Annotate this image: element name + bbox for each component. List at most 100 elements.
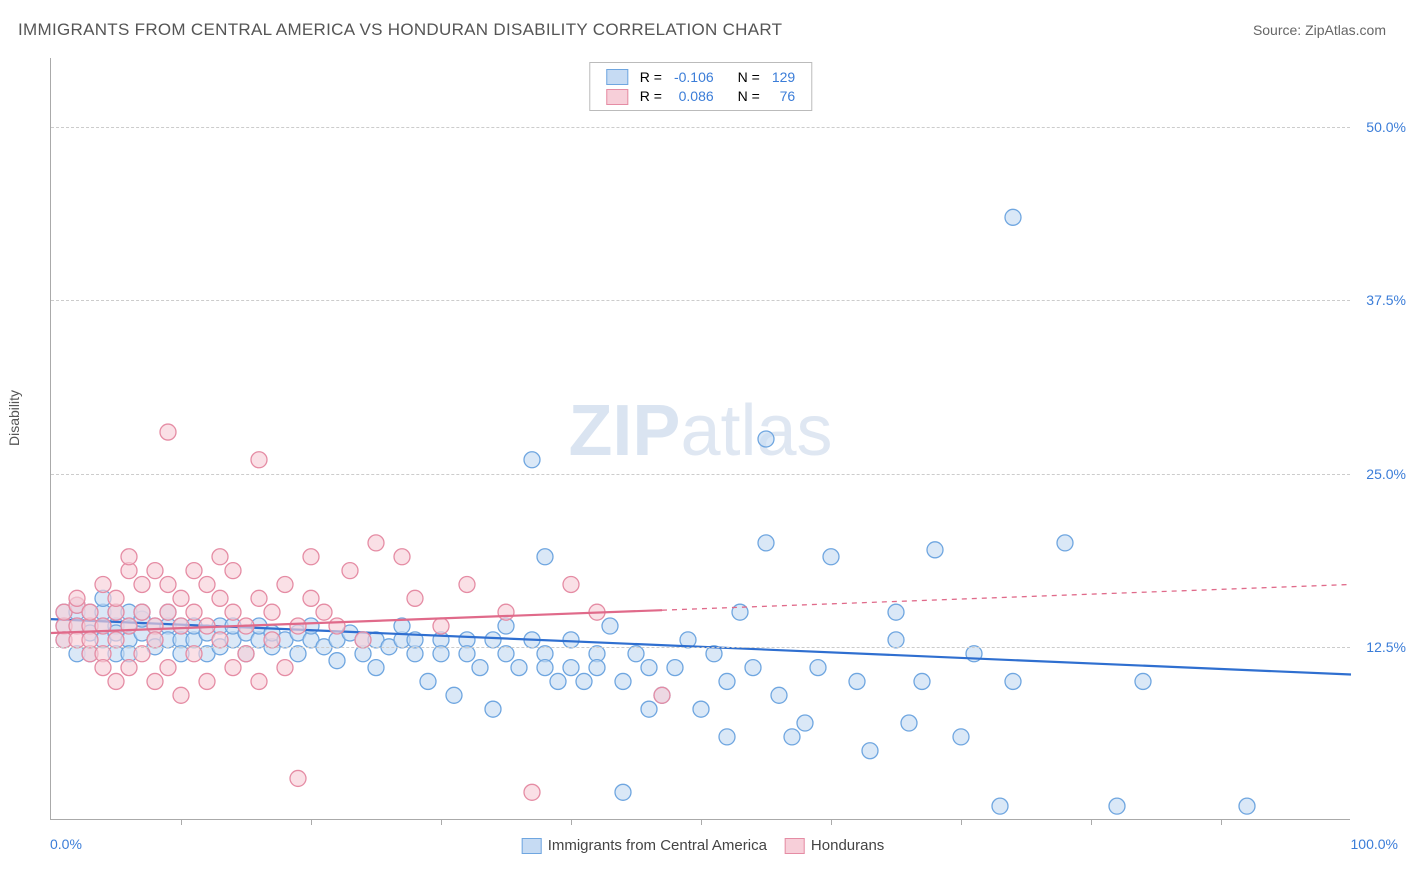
data-point-hondurans [225,563,241,579]
data-point-hondurans [173,618,189,634]
y-tick-label: 25.0% [1366,466,1406,482]
x-tickmark [831,819,832,825]
gridline [51,474,1350,475]
data-point-hondurans [342,563,358,579]
data-point-hondurans [160,660,176,676]
data-point-central_america [888,632,904,648]
data-point-central_america [290,646,306,662]
data-point-hondurans [251,590,267,606]
data-point-central_america [498,646,514,662]
data-point-central_america [459,646,475,662]
data-point-hondurans [173,590,189,606]
data-point-hondurans [524,784,540,800]
data-point-central_america [563,632,579,648]
x-tickmark [311,819,312,825]
legend-item-hondurans: Hondurans [767,837,884,854]
data-point-hondurans [498,604,514,620]
source-name: ZipAtlas.com [1305,22,1386,38]
data-point-central_america [849,673,865,689]
x-tickmark [571,819,572,825]
data-point-hondurans [433,618,449,634]
data-point-central_america [615,784,631,800]
data-point-central_america [927,542,943,558]
x-tickmark [1221,819,1222,825]
data-point-hondurans [160,604,176,620]
data-point-hondurans [316,604,332,620]
data-point-central_america [485,632,501,648]
series-legend: Immigrants from Central AmericaHondurans [522,837,885,854]
x-tickmark [441,819,442,825]
data-point-hondurans [173,687,189,703]
stat-N-label: N = [732,67,766,86]
data-point-hondurans [186,604,202,620]
stats-legend: R =-0.106N =129R =0.086N =76 [589,62,812,111]
data-point-central_america [810,660,826,676]
data-point-hondurans [134,576,150,592]
data-point-central_america [771,687,787,703]
stat-R-value: -0.106 [668,67,720,86]
data-point-central_america [537,660,553,676]
stat-R-label: R = [634,67,668,86]
legend-label: Immigrants from Central America [548,837,767,854]
data-point-hondurans [277,660,293,676]
data-point-hondurans [82,632,98,648]
data-point-central_america [472,660,488,676]
stat-N-label: N = [732,86,766,105]
data-point-hondurans [108,632,124,648]
data-point-hondurans [212,590,228,606]
data-point-hondurans [147,563,163,579]
data-point-central_america [563,660,579,676]
stat-N-value: 129 [766,67,801,86]
data-point-hondurans [238,646,254,662]
data-point-hondurans [121,618,137,634]
data-point-hondurans [264,632,280,648]
data-point-hondurans [95,576,111,592]
data-point-central_america [1135,673,1151,689]
data-point-central_america [628,646,644,662]
gridline [51,127,1350,128]
data-point-central_america [901,715,917,731]
data-point-central_america [953,729,969,745]
data-point-hondurans [225,660,241,676]
data-point-hondurans [251,673,267,689]
trend-line-dashed-hondurans [662,584,1351,610]
data-point-hondurans [212,632,228,648]
data-point-central_america [758,535,774,551]
data-point-central_america [992,798,1008,814]
data-point-central_america [420,673,436,689]
data-point-central_america [862,743,878,759]
stats-row-hondurans: R =0.086N =76 [600,86,801,105]
data-point-central_america [550,673,566,689]
swatch-central_america [606,69,628,85]
data-point-hondurans [95,660,111,676]
stat-R-value: 0.086 [668,86,720,105]
chart-svg [51,58,1350,819]
data-point-central_america [589,660,605,676]
data-point-hondurans [82,604,98,620]
data-point-central_america [667,660,683,676]
data-point-hondurans [459,576,475,592]
data-point-central_america [719,729,735,745]
data-point-central_america [758,431,774,447]
data-point-central_america [576,673,592,689]
data-point-hondurans [147,632,163,648]
data-point-central_america [797,715,813,731]
data-point-hondurans [563,576,579,592]
data-point-hondurans [277,576,293,592]
y-axis-label: Disability [6,390,22,446]
data-point-central_america [524,452,540,468]
data-point-hondurans [290,770,306,786]
x-tick-min: 0.0% [50,836,82,852]
data-point-central_america [1005,673,1021,689]
data-point-central_america [823,549,839,565]
data-point-hondurans [368,535,384,551]
data-point-central_america [641,701,657,717]
data-point-hondurans [290,618,306,634]
data-point-central_america [368,660,384,676]
stat-N-value: 76 [766,86,801,105]
data-point-hondurans [199,673,215,689]
data-point-hondurans [355,632,371,648]
data-point-hondurans [134,646,150,662]
data-point-central_america [745,660,761,676]
data-point-hondurans [303,590,319,606]
